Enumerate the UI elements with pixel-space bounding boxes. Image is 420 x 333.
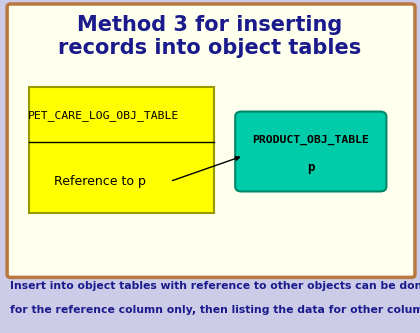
Text: PET_CARE_LOG_OBJ_TABLE: PET_CARE_LOG_OBJ_TABLE: [28, 110, 179, 121]
FancyBboxPatch shape: [235, 112, 386, 191]
FancyArrowPatch shape: [173, 157, 239, 180]
Text: p: p: [307, 161, 315, 174]
Text: Insert into object tables with reference to other objects can be done as a sub-q: Insert into object tables with reference…: [10, 281, 420, 291]
Text: Method 3 for inserting
records into object tables: Method 3 for inserting records into obje…: [58, 15, 362, 58]
Text: PRODUCT_OBJ_TABLE: PRODUCT_OBJ_TABLE: [252, 135, 369, 145]
Text: for the reference column only, then listing the data for other columns.: for the reference column only, then list…: [10, 305, 420, 315]
Bar: [29, 87, 214, 213]
FancyBboxPatch shape: [7, 4, 415, 277]
Text: Reference to p: Reference to p: [54, 175, 146, 188]
